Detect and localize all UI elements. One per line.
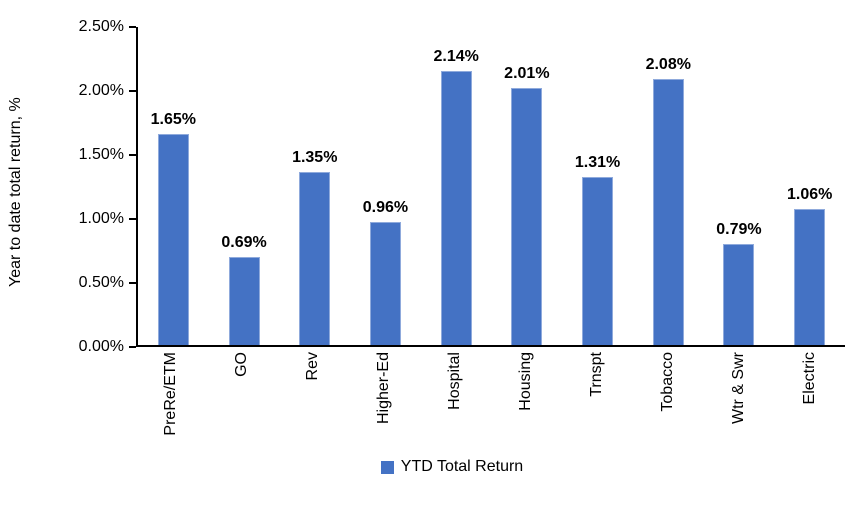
bar [511,87,543,345]
bar [299,172,331,345]
bar-value-label: 2.14% [433,48,479,66]
bars-container: 1.65% 0.69% 1.35% 0.96% 2.14% 2.01% 1.31% 2.08%… [138,27,845,345]
bar [228,256,260,345]
x-label-cell: PreRe/ETM [136,352,207,452]
bar-value-label: 0.96% [362,199,409,217]
bar-value-label: 2.01% [504,64,550,82]
y-tick-label: 1.50% [78,146,124,163]
bar [440,71,472,345]
bar-column: 0.79% [704,27,775,345]
x-category-label: Wtr & Swr [729,352,747,424]
x-label-cell: Wtr & Swr [703,352,774,452]
x-label-cell: Hospital [420,352,491,452]
y-tick-mark [129,218,136,220]
bar-value-label: 1.35% [292,149,338,167]
x-category-label: GO [233,352,251,377]
y-tick-mark [129,26,136,28]
bar-value-label: 0.79% [716,220,762,238]
legend-label: YTD Total Return [400,458,524,475]
bar-column: 2.08% [633,27,704,345]
bar-value-label: 1.31% [574,154,621,172]
y-tick-label: 2.00% [78,82,124,99]
bar-column: 1.35% [279,27,350,345]
bar [723,243,755,345]
bar-column: 1.65% [138,27,209,345]
x-category-label: Rev [304,352,322,381]
y-tick-mark [129,282,136,284]
y-tick-label: 0.50% [78,274,124,291]
x-category-label: Housing [516,352,534,411]
bar-column: 1.31% [562,27,633,345]
bar-column: 2.14% [421,27,492,345]
x-axis-labels: PreRe/ETM GO Rev Higher-Ed Hospital Housing Tr… [136,352,845,452]
bar-value-label: 1.65% [150,110,197,128]
legend-swatch-icon [380,460,394,474]
bar-column: 2.01% [492,27,563,345]
x-label-cell: Higher-Ed [349,352,420,452]
y-tick-mark [129,154,136,156]
y-tick-label: 2.50% [78,18,124,35]
y-tick-label: 1.00% [78,210,124,227]
x-category-label: Tobacco [658,352,676,412]
y-tick-label: 0.00% [78,338,124,355]
x-category-label: Trnspt [587,352,605,397]
x-label-cell: Trnspt [561,352,632,452]
bar [369,222,401,345]
x-label-cell: Tobacco [632,352,703,452]
x-label-cell: GO [207,352,278,452]
legend: YTD Total Return [26,458,852,476]
y-tick-mark [129,90,136,92]
bar-value-label: 0.69% [221,233,267,251]
x-label-cell: Housing [491,352,562,452]
bar-column: 0.69% [209,27,280,345]
bar-column: 1.06% [774,27,845,345]
y-tick-mark [129,346,136,348]
x-label-cell: Electric [774,352,845,452]
x-label-cell: Rev [278,352,349,452]
bar [582,177,614,345]
bar-value-label: 1.06% [786,186,833,204]
bar-value-label: 2.08% [645,55,691,73]
plot-area: 1.65% 0.69% 1.35% 0.96% 2.14% 2.01% 1.31% 2.08%… [136,27,845,347]
x-category-label: Higher-Ed [375,352,393,425]
bar [794,209,826,345]
bar [652,78,684,345]
bar [157,133,189,345]
x-category-label: PreRe/ETM [162,352,180,436]
y-axis-title: Year to date total return, % [7,97,24,287]
x-category-label: Hospital [446,352,464,410]
bar-column: 0.96% [350,27,421,345]
x-category-label: Electric [800,352,818,405]
